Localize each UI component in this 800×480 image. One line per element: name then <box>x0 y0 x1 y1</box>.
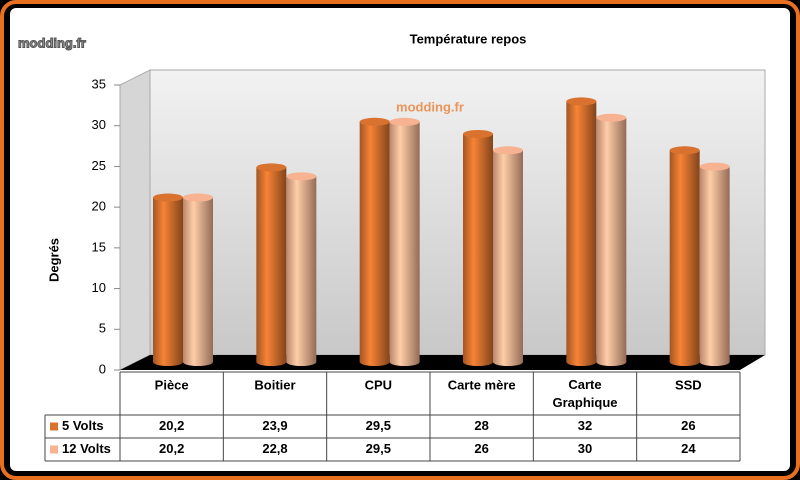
bar-base <box>153 358 183 366</box>
bar-top <box>699 162 730 171</box>
y-tick-label: 25 <box>92 158 106 173</box>
bar-base <box>286 358 317 366</box>
value-label: 20,2 <box>159 418 184 433</box>
bar-top <box>669 146 700 155</box>
watermark: modding.fr <box>18 35 86 50</box>
bar-base <box>389 358 420 366</box>
bar-base <box>493 358 523 366</box>
bar-base <box>183 358 213 366</box>
side-wall <box>119 69 151 371</box>
x-tick-label: Pièce <box>155 377 189 392</box>
x-tick-label: Carte mère <box>448 377 516 392</box>
bar <box>596 117 627 362</box>
bar-top <box>389 117 420 126</box>
chart-title: Température repos <box>410 31 527 46</box>
value-label: 29,5 <box>366 418 391 433</box>
bar-base <box>566 358 597 366</box>
bar <box>359 121 390 363</box>
y-tick-label: 30 <box>92 117 106 132</box>
bar <box>463 134 493 362</box>
bar-top <box>566 97 597 106</box>
floor <box>120 355 765 370</box>
y-tick-label: 15 <box>92 239 106 254</box>
bar <box>389 121 420 363</box>
value-label: 28 <box>474 418 488 433</box>
y-tick-label: 0 <box>99 361 106 376</box>
legend-swatch <box>50 445 58 454</box>
bar-top <box>286 172 317 181</box>
bar-base <box>256 358 287 366</box>
bar-top <box>596 113 627 122</box>
bar <box>493 150 523 362</box>
watermark: modding.fr <box>396 99 464 114</box>
bar <box>669 150 700 362</box>
bar <box>256 167 287 362</box>
bar-base <box>596 358 627 366</box>
value-label: 26 <box>474 441 488 456</box>
bar-top <box>359 117 390 126</box>
legend-label: 12 Volts <box>62 441 111 456</box>
bar-top <box>493 146 523 155</box>
value-label: 23,9 <box>262 418 287 433</box>
y-axis-label: Degrés <box>46 238 61 282</box>
x-tick-label: SSD <box>675 377 702 392</box>
value-label: 30 <box>578 441 592 456</box>
back-wall <box>149 69 766 356</box>
legend-label: 5 Volts <box>62 418 104 433</box>
bar-base <box>699 358 730 366</box>
bar <box>566 101 597 362</box>
value-label: 29,5 <box>366 441 391 456</box>
bar-base <box>463 358 493 366</box>
bar <box>153 197 183 362</box>
y-tick-label: 10 <box>92 280 106 295</box>
legend-swatch <box>50 422 58 431</box>
bar <box>699 166 730 362</box>
value-label: 22,8 <box>262 441 287 456</box>
value-label: 20,2 <box>159 441 184 456</box>
bar-top <box>256 163 287 172</box>
value-label: 24 <box>681 441 696 456</box>
x-tick-label: Carte Graphique <box>552 377 617 410</box>
value-label: 26 <box>681 418 695 433</box>
bar-base <box>359 358 390 366</box>
bar <box>286 176 317 362</box>
bar-base <box>669 358 700 366</box>
y-tick-label: 35 <box>92 76 106 91</box>
y-tick-label: 5 <box>99 321 106 336</box>
bar-top <box>183 193 213 202</box>
value-label: 32 <box>578 418 592 433</box>
bar <box>183 197 213 362</box>
bar-top <box>463 130 493 138</box>
x-tick-label: Boitier <box>254 377 295 392</box>
y-tick-label: 20 <box>92 199 106 214</box>
bar-top <box>153 193 183 202</box>
x-tick-label: CPU <box>365 377 392 392</box>
